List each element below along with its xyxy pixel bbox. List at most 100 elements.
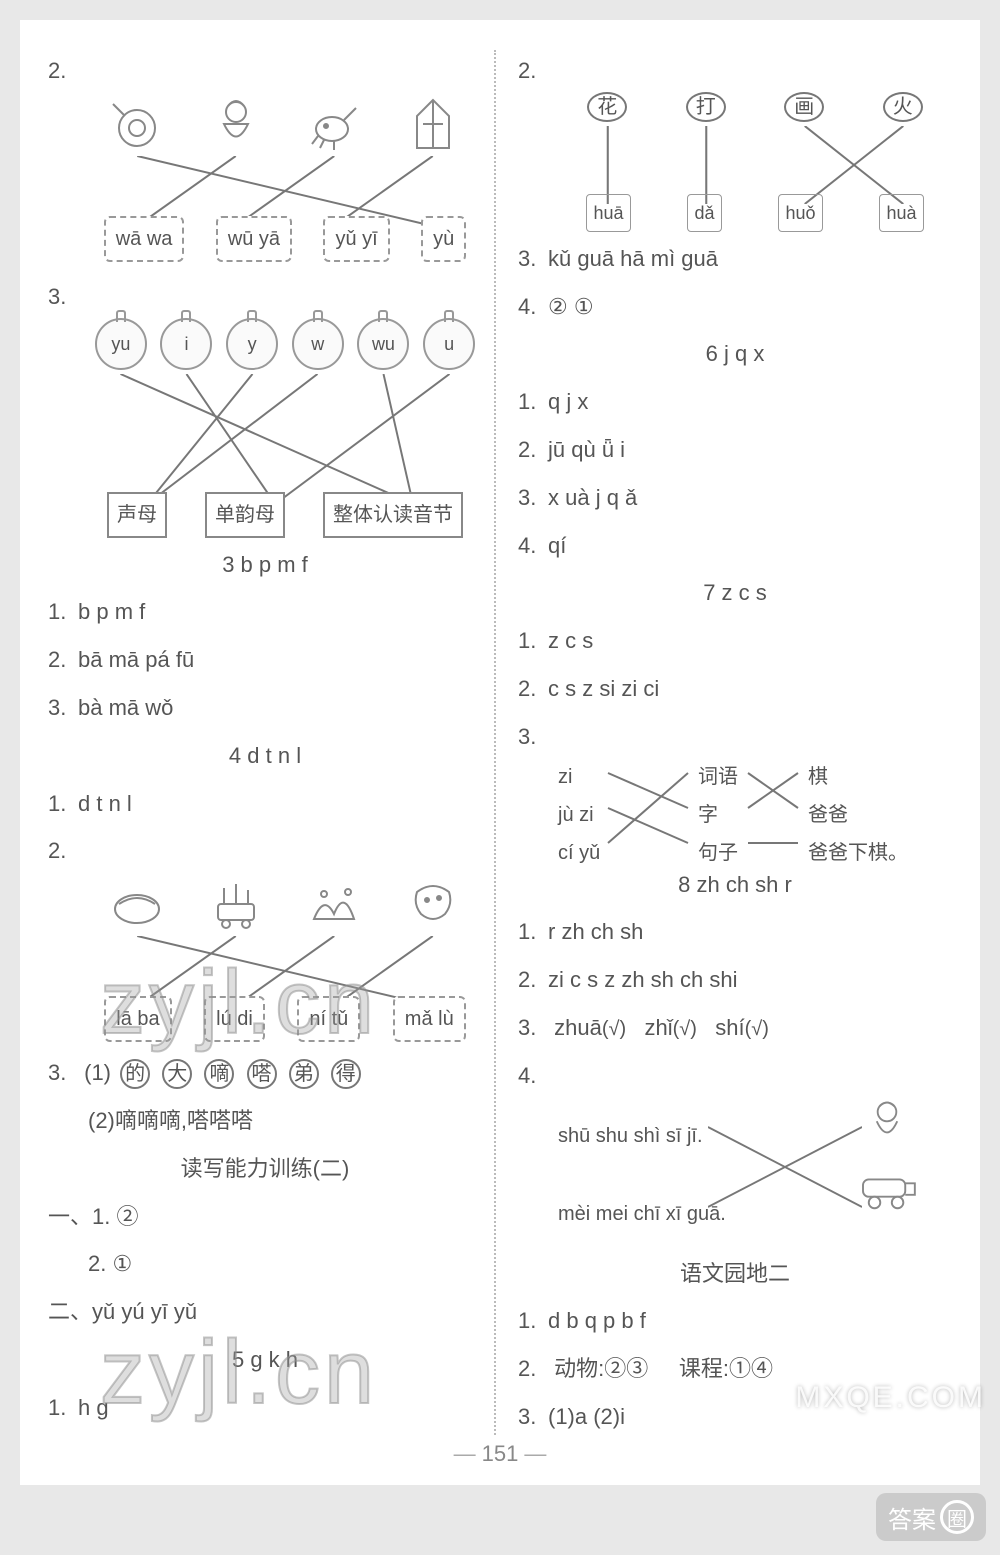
sentence-list: shū shu shì sī jī. mèi mei chī xī guā. [558, 1117, 726, 1233]
answer-text: ② ① [548, 294, 594, 319]
q-number: 3. [518, 1007, 548, 1049]
match-block: lā ba lú di ní tǔ mǎ lù [88, 872, 482, 1042]
orb: wu [357, 318, 409, 370]
pinyin-label: huǒ [778, 194, 822, 232]
answer-text: qí [548, 533, 566, 558]
picture-icon [398, 92, 468, 156]
left-q3: 3. yu i y w wu u [48, 276, 482, 538]
match-lines [558, 126, 952, 204]
char-oval: 画 [784, 92, 824, 122]
picture-col [852, 1097, 942, 1229]
picture-icon [102, 872, 172, 936]
picture-icon [398, 872, 468, 936]
q-number: 2. [48, 639, 78, 681]
category-label: 单韵母 [205, 492, 285, 538]
q-number: 1. [92, 1204, 110, 1229]
answer-text: d b q p b f [548, 1308, 646, 1333]
pinyin-label: huā [586, 194, 630, 232]
circled-char: 的 [120, 1059, 150, 1089]
left-words: zi jù zi cí yǔ [558, 758, 600, 872]
pinyin-label: ní tǔ [297, 996, 360, 1042]
q-number: 3. [48, 276, 78, 318]
answer-text: ① [112, 1251, 132, 1276]
q-number: 2. [88, 1251, 106, 1276]
pinyin-label: lā ba [104, 996, 171, 1042]
answer-text: z c s [548, 628, 593, 653]
answer-text: zhǐ [644, 1015, 672, 1040]
picture-icon [852, 1166, 942, 1228]
section-heading: 6 j q x [518, 333, 952, 375]
pinyin-label: yǔ yī [323, 216, 389, 262]
q-number: 1. [48, 591, 78, 633]
section-heading: 7 z c s [518, 572, 952, 614]
word: jù zi [558, 796, 600, 834]
badge-ring: 圈 [940, 1500, 974, 1534]
right-column: 2. 花 打 画 火 [500, 50, 952, 1435]
answer-text: ② [117, 1204, 139, 1229]
checkmark-icon: (√) [745, 1018, 769, 1040]
q-number: 2. [48, 50, 78, 92]
sentence-match-block: shū shu shì sī jī. mèi mei chī xī guā. [558, 1097, 952, 1247]
section-label: 二、 [48, 1299, 92, 1324]
q-number: 2. [518, 668, 548, 710]
pinyin-label: huà [879, 194, 923, 232]
answer-text: zi c s z zh sh ch shi [548, 967, 738, 992]
q-number: 2. [518, 959, 548, 1001]
answer-text: shí [715, 1015, 744, 1040]
orb: w [292, 318, 344, 370]
column-divider [494, 50, 496, 1435]
answer-text: kǔ guā hā mì guā [548, 246, 718, 271]
answer-text: r zh ch sh [548, 919, 643, 944]
q-number: 1. [48, 783, 78, 825]
pinyin-label: dǎ [687, 194, 721, 232]
q-number: 2. [48, 830, 78, 872]
section-heading: 3 b p m f [48, 544, 482, 586]
answer-text: zhuā [554, 1015, 602, 1040]
right-q2: 2. 花 打 画 火 [518, 50, 952, 232]
answer-text: yǔ yú yī yǔ [92, 1299, 197, 1324]
answer-text: h g [78, 1395, 109, 1420]
match-block: 花 打 画 火 huā [558, 92, 952, 232]
answer-text: bà mā wǒ [78, 695, 173, 720]
answer-text: c s z si zi ci [548, 676, 659, 701]
picture-icon [201, 872, 271, 936]
section-heading: 4 d t n l [48, 735, 482, 777]
sentence: mèi mei chī xī guā. [558, 1195, 726, 1233]
answer-text: jū qù ǖ i [548, 437, 625, 462]
left-m3: 3. (1) 的 大 嘀 嗒 弟 得 [48, 1052, 482, 1094]
category-label: 整体认读音节 [323, 492, 463, 538]
label: 动物: [554, 1356, 604, 1381]
char-oval: 打 [686, 92, 726, 122]
category-label: 声母 [107, 492, 167, 538]
answer-text: ①④ [729, 1356, 773, 1381]
section-title: 语文园地二 [518, 1253, 952, 1295]
orb-row: yu i y w wu u [88, 318, 482, 370]
q-number: 1. [48, 1387, 78, 1429]
pinyin-label: wā wa [104, 216, 185, 262]
q-number: 3. [518, 1396, 548, 1438]
answer-text: x uà j q ǎ [548, 485, 637, 510]
answer-text: b p m f [78, 599, 145, 624]
picture-row [88, 872, 482, 936]
orb: i [160, 318, 212, 370]
section-heading: 5 g k h [48, 1339, 482, 1381]
orb: y [226, 318, 278, 370]
answer-text: d t n l [78, 791, 132, 816]
match-lines [708, 1107, 862, 1227]
label: 课程: [679, 1356, 729, 1381]
pinyin-label: mǎ lù [393, 996, 466, 1042]
part-prefix: (1) [84, 1060, 111, 1085]
q-number: 3. [48, 687, 78, 729]
classify-lines [88, 374, 482, 504]
pinyin-label: lú di [204, 996, 265, 1042]
circled-char: 得 [331, 1059, 361, 1089]
q-number: 2. [518, 1348, 548, 1390]
orb: yu [95, 318, 147, 370]
badge-text: 答案 [888, 1500, 936, 1535]
picture-icon [299, 92, 369, 156]
q-number: 4. [518, 286, 548, 328]
word: zi [558, 758, 600, 796]
q-number: 2. [518, 429, 548, 471]
q-number: 1. [518, 911, 548, 953]
q-number: 4. [518, 525, 548, 567]
